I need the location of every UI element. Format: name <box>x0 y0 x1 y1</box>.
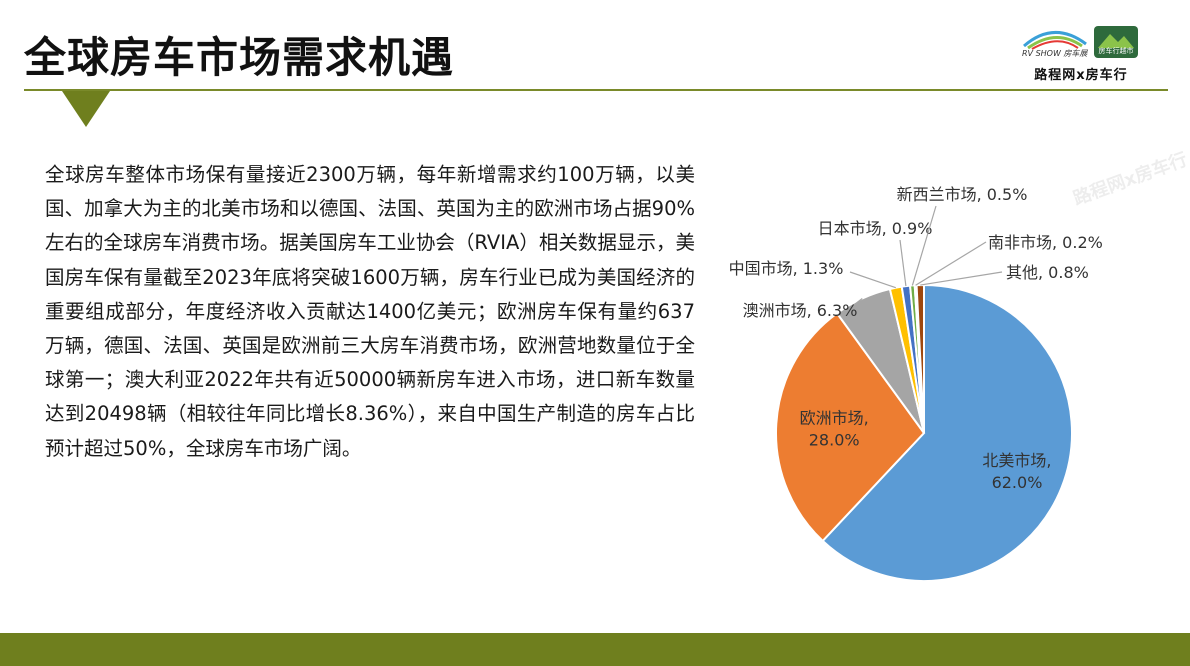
pie-label-north-america: 北美市场, <box>982 451 1051 470</box>
pie-label-other: 其他, 0.8% <box>1006 263 1089 282</box>
pie-label-japan: 日本市场, 0.9% <box>818 219 933 238</box>
pie-label-europe-pct: 28.0% <box>809 430 860 449</box>
pie-chart: 北美市场, 62.0% 欧洲市场, 28.0% 澳洲市场, 6.3% 中国市场, 1.3%… <box>700 160 1180 620</box>
logo-badge-text: 房车行越市 <box>1098 47 1134 55</box>
pie-label-china-leader <box>849 271 897 289</box>
pie-label-south-africa-leader <box>915 241 987 286</box>
pie-chart-svg: 北美市场, 62.0% 欧洲市场, 28.0% 澳洲市场, 6.3% 中国市场, 1.3%… <box>729 185 1103 582</box>
pie-label-australia-leader <box>849 298 863 309</box>
body-paragraph: 全球房车整体市场保有量接近2300万辆，每年新增需求约100万辆，以美国、加拿大… <box>45 163 695 460</box>
header-triangle <box>62 91 110 127</box>
header-rule <box>24 89 1168 91</box>
rvshow-logo-icon <box>1023 31 1087 50</box>
footer-band <box>0 633 1190 666</box>
pie-label-new-zealand-leader <box>911 205 937 286</box>
pie-label-china: 中国市场, 1.3% <box>729 259 844 278</box>
pie-label-other-leader <box>920 271 1003 286</box>
logo-rvshow-text: RV SHOW 房车展 <box>1022 49 1088 58</box>
pie-slice-north-america <box>821 283 1073 582</box>
pie-label-europe: 欧洲市场, <box>800 408 869 427</box>
logo-text: 路程网x房车行 <box>1034 68 1128 83</box>
pie-label-australia: 澳洲市场, 6.3% <box>743 301 858 320</box>
page-title: 全球房车市场需求机遇 <box>24 33 455 82</box>
pie-label-japan-leader <box>899 239 907 287</box>
pie-label-north-america-pct: 62.0% <box>992 473 1043 492</box>
logo-block: RV SHOW 房车展 房车行越市 路程网x房车行 <box>1020 24 1142 84</box>
logo-badge: 房车行越市 <box>1094 26 1138 58</box>
pie-label-new-zealand: 新西兰市场, 0.5% <box>897 185 1028 204</box>
pie-label-south-africa: 南非市场, 0.2% <box>988 233 1103 252</box>
mountain-icon <box>1098 34 1134 48</box>
pie-slice-europe <box>775 311 926 543</box>
